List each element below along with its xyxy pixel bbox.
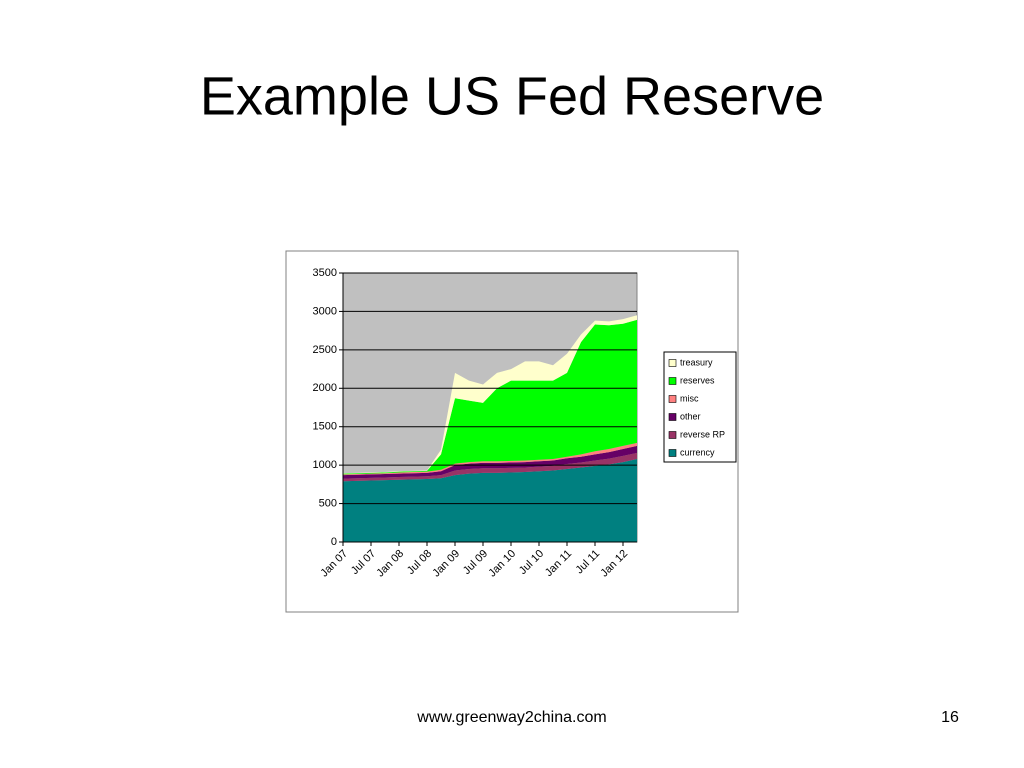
y-tick-label: 1000 [313, 459, 337, 471]
legend-label: other [680, 411, 701, 421]
area [343, 452, 637, 482]
legend-swatch [668, 377, 677, 385]
area [343, 315, 637, 474]
area [343, 445, 637, 479]
legend-swatch [668, 431, 677, 439]
area [343, 458, 637, 542]
legend-swatch [668, 413, 677, 421]
legend-label: misc [680, 393, 699, 403]
legend-swatch [668, 395, 677, 403]
legend-label: reserves [680, 375, 715, 385]
legend-box [663, 351, 737, 463]
y-tick-label: 3000 [313, 305, 337, 317]
y-tick-label: 0 [331, 536, 337, 548]
page-number: 16 [941, 709, 959, 726]
y-tick-label: 1500 [313, 421, 337, 433]
slide-title: Example US Fed Reserve [200, 66, 824, 126]
y-tick-label: 500 [319, 497, 337, 509]
y-tick-label: 3500 [313, 267, 337, 279]
area [343, 319, 637, 475]
legend-swatch [668, 449, 677, 457]
y-tick-label: 2500 [313, 344, 337, 356]
legend-label: currency [680, 447, 715, 457]
y-tick-label: 2000 [313, 382, 337, 394]
legend-swatch [668, 359, 677, 367]
footer: www.greenway2china.com [416, 709, 606, 726]
legend-label: treasury [680, 357, 713, 367]
legend-label: reverse RP [680, 429, 725, 439]
